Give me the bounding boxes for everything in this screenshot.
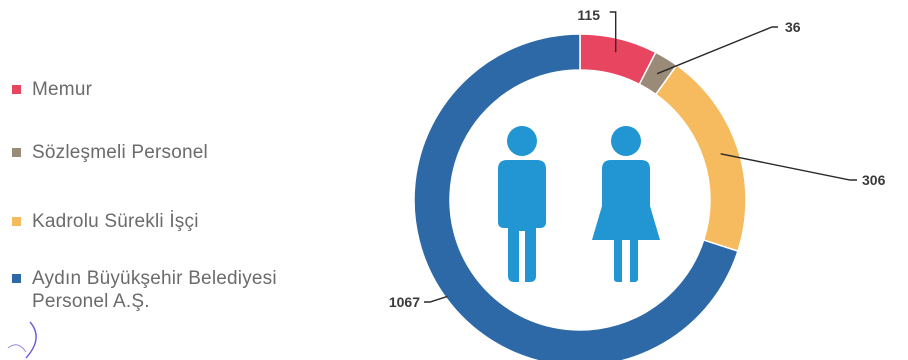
- leader-line-sozlesmeli: [656, 26, 778, 75]
- leader-lines: [424, 11, 857, 303]
- slice-aydin: [413, 33, 739, 360]
- woman-icon: [592, 126, 660, 282]
- legend-label-memur: Memur: [32, 79, 93, 100]
- data-label-aydin: 1067: [389, 294, 420, 310]
- leader-line-kadrolu: [720, 153, 857, 181]
- leader-line-memur: [609, 11, 617, 53]
- legend-item-kadrolu: Kadrolu Sürekli İşçi: [10, 210, 370, 233]
- data-label-kadrolu: 306: [862, 172, 886, 188]
- leader-line-aydin: [424, 295, 448, 303]
- legend-label-kadrolu: Kadrolu Sürekli İşçi: [32, 211, 199, 232]
- legend-swatch-kadrolu: [12, 217, 21, 226]
- legend-label-aydin: Aydın Büyükşehir Belediyesi Personel A.Ş…: [32, 268, 277, 312]
- data-label-memur: 115: [577, 7, 600, 23]
- data-labels: 115 36 306 1067: [389, 7, 886, 310]
- legend-swatch-sozlesmeli: [12, 148, 21, 157]
- pen-mark: [7, 321, 37, 359]
- man-woman-icon: [498, 126, 660, 282]
- legend-swatch-memur: [12, 85, 21, 94]
- legend-item-aydin: Aydın Büyükşehir Belediyesi Personel A.Ş…: [10, 267, 352, 313]
- legend-item-sozlesmeli: Sözleşmeli Personel: [10, 141, 370, 164]
- donut-slices: [413, 33, 747, 360]
- man-icon: [498, 126, 546, 282]
- legend-label-sozlesmeli: Sözleşmeli Personel: [32, 142, 208, 163]
- slice-kadrolu: [654, 64, 747, 253]
- legend-item-memur: Memur: [10, 78, 370, 101]
- legend-swatch-aydin: [12, 274, 21, 283]
- data-label-sozlesmeli: 36: [785, 19, 801, 35]
- chart-legend: Memur Sözleşmeli Personel Kadrolu Sürekl…: [10, 78, 370, 313]
